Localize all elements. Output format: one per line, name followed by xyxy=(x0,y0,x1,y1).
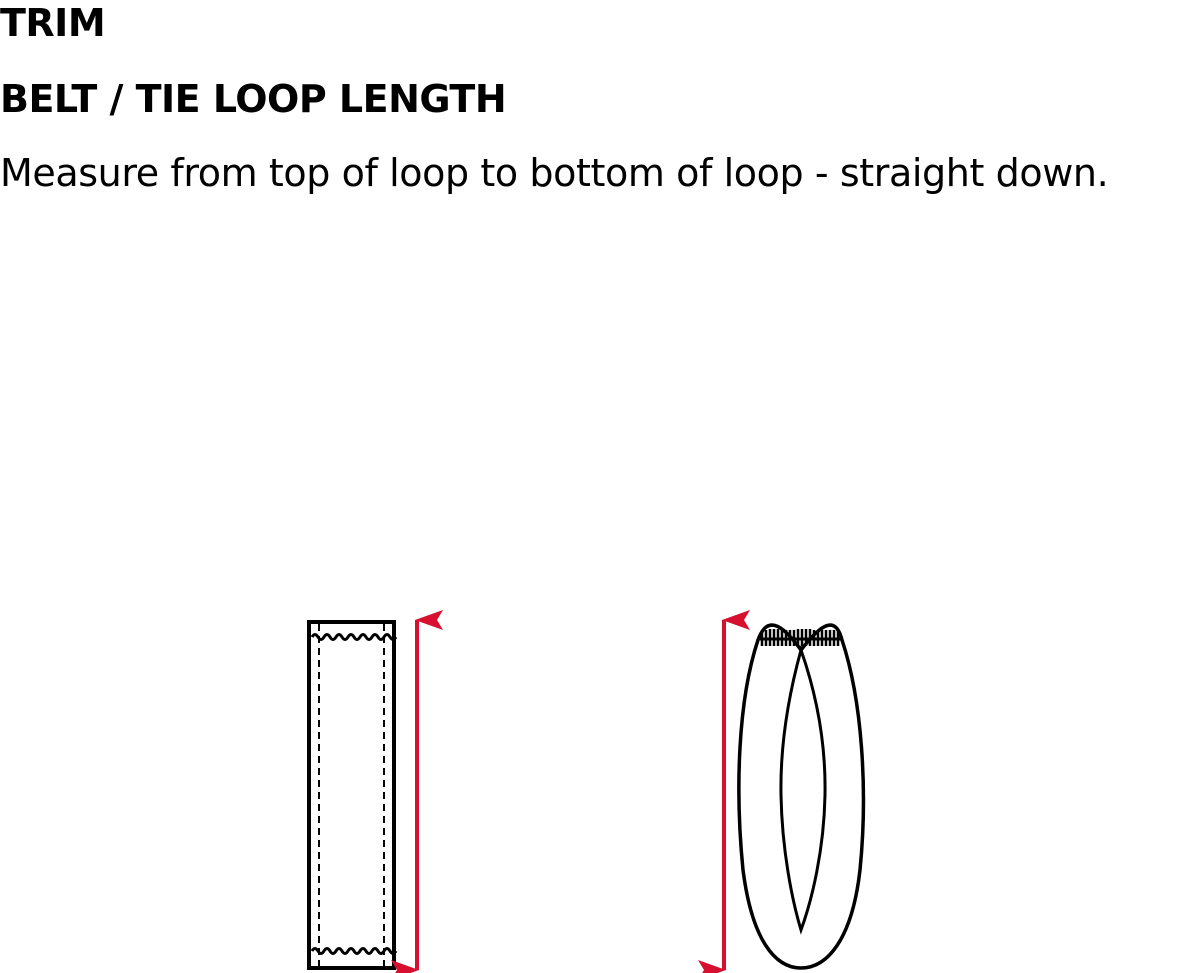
top-stitch-icon xyxy=(310,633,398,641)
section-title: TRIM xyxy=(0,1,106,45)
folded-loop-icon xyxy=(737,623,866,970)
measurement-instruction: Measure from top of loop to bottom of lo… xyxy=(0,151,1109,195)
belt-loop-diagram xyxy=(307,610,866,973)
measurement-title: BELT / TIE LOOP LENGTH xyxy=(0,77,507,121)
flat-loop-icon xyxy=(307,620,398,970)
bottom-stitch-icon xyxy=(310,947,398,955)
